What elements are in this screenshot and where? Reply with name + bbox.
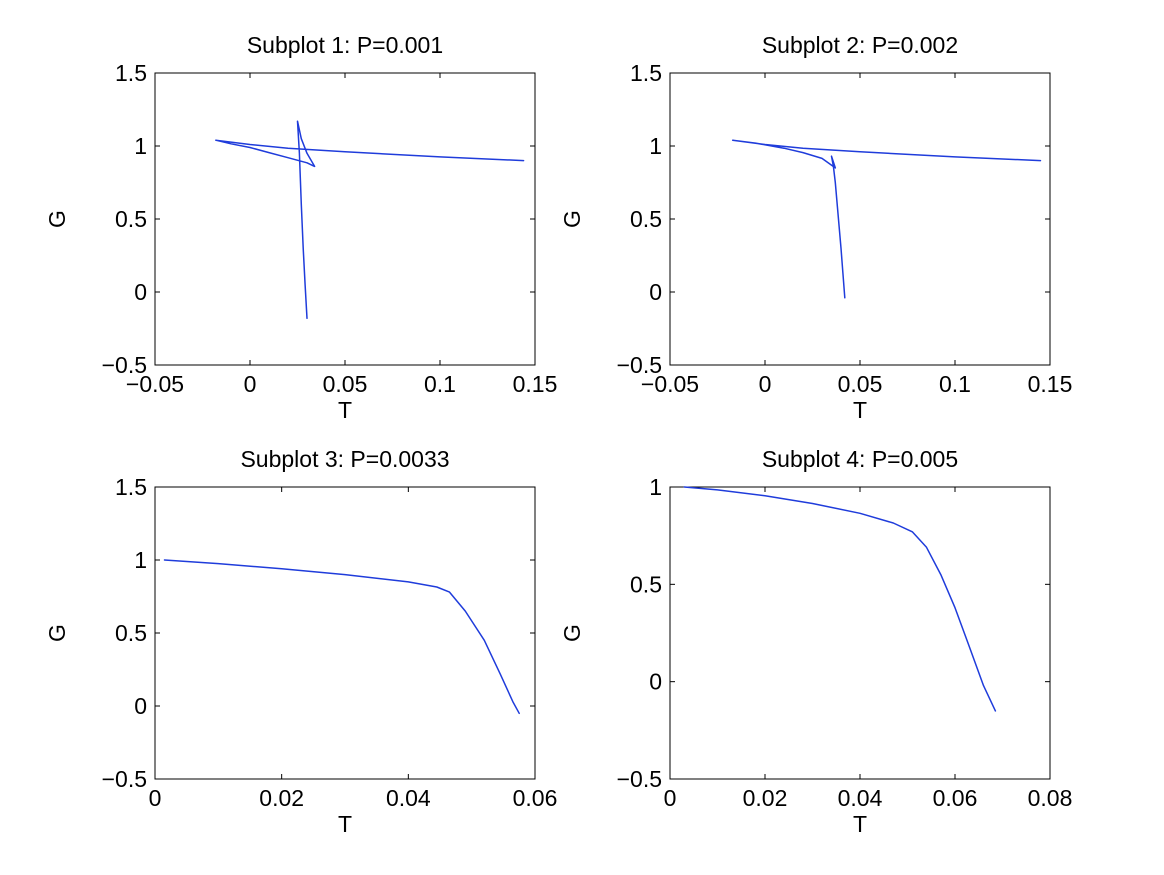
x-tick-label: 0.1 [424,371,456,397]
x-axis-label: T [338,811,352,837]
subplot-2: −0.05 0 0.05 0.1 0.15 −0.5 0 0.5 1 1.5 Subplot 2… [559,32,1072,423]
y-tick-label: 0.5 [630,571,662,597]
y-axis-label: G [44,210,70,228]
plot-frame [154,72,536,366]
series-line [683,486,997,712]
plot-frame [669,486,1051,780]
y-tick-label: 1 [649,474,662,500]
x-tick-label: −0.05 [641,371,699,397]
subplot-4: 0 0.02 0.04 0.06 0.08 −0.500.51 Subplot 4: P… [559,446,1072,837]
tick-marks [154,486,536,780]
y-tick-label: 0 [649,669,662,695]
x-axis-label: T [853,811,867,837]
x-tick-labels: 0 0.02 0.04 0.06 0.08 [664,785,1073,811]
y-tick-label: 0 [134,279,147,305]
x-tick-label: 0.15 [1028,371,1073,397]
x-tick-label: 0.06 [513,785,558,811]
x-tick-label: −0.05 [126,371,184,397]
x-tick-labels: −0.05 0 0.05 0.1 0.15 [641,371,1072,397]
y-axis-label: G [559,210,585,228]
tick-marks [669,72,1051,366]
y-tick-label: 1.5 [115,60,147,86]
subplot-title: Subplot 1: P=0.001 [247,32,443,58]
y-axis-label: G [559,624,585,642]
y-tick-label: 0.5 [630,206,662,232]
x-tick-label: 0.05 [323,371,368,397]
x-tick-label: 0.1 [939,371,971,397]
plot-frame [669,72,1051,366]
x-tick-label: 0 [759,371,772,397]
tick-marks [154,72,536,366]
x-tick-label: 0.02 [259,785,304,811]
y-tick-label: 1 [134,133,147,159]
series-line [731,139,1042,299]
x-axis-label: T [338,397,352,423]
x-tick-label: 0.02 [743,785,788,811]
y-tick-label: −0.5 [617,766,662,792]
y-tick-label: 1.5 [630,60,662,86]
y-tick-label: 1 [649,133,662,159]
subplot-3: 0 0.02 0.04 0.06 −0.500.511.5 Subplot 3: P=… [44,446,557,837]
x-tick-label: 0.15 [513,371,558,397]
x-tick-label: 0.06 [933,785,978,811]
y-tick-label: 0 [134,693,147,719]
x-tick-label: 0.04 [838,785,883,811]
y-tick-label: −0.5 [102,352,147,378]
x-tick-labels: 0 0.02 0.04 0.06 [149,785,558,811]
x-tick-label: 0.04 [386,785,431,811]
x-tick-label: 0 [244,371,257,397]
subplot-title: Subplot 4: P=0.005 [762,446,958,472]
y-tick-label: 1.5 [115,474,147,500]
subplot-1: −0.05 0 0.05 0.1 0.15 −0.5 0 0.5 1 1.5 Subplot 1… [44,32,557,423]
y-tick-label: 0 [649,279,662,305]
y-tick-label: 1 [134,547,147,573]
x-tick-label: 0 [664,785,677,811]
y-tick-label: −0.5 [102,766,147,792]
y-tick-label: −0.5 [617,352,662,378]
x-tick-label: 0.08 [1028,785,1073,811]
y-tick-labels: −0.5 0 0.5 1 1.5 [102,60,147,378]
y-tick-label: 0.5 [115,206,147,232]
tick-marks [669,486,1051,780]
subplot-title: Subplot 3: P=0.0033 [240,446,449,472]
y-tick-labels: −0.5 0 0.5 1 [617,474,662,792]
y-axis-label: G [44,624,70,642]
y-tick-labels: −0.5 0 0.5 1 1.5 [102,474,147,792]
subplot-title: Subplot 2: P=0.002 [762,32,958,58]
x-tick-label: 0.05 [838,371,883,397]
y-tick-labels: −0.5 0 0.5 1 1.5 [617,60,662,378]
plot-frame [154,486,536,780]
x-axis-label: T [853,397,867,423]
y-tick-label: 0.5 [115,620,147,646]
x-tick-label: 0 [149,785,162,811]
series-line [163,559,520,715]
x-tick-labels: −0.05 0 0.05 0.1 0.15 [126,371,557,397]
series-line [215,120,525,320]
